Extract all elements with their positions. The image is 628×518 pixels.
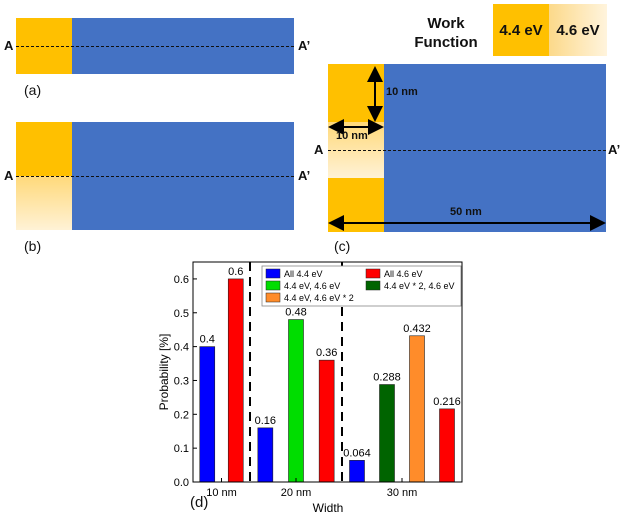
panel-a-cut-line — [16, 46, 294, 47]
bar — [409, 335, 425, 483]
legend-entry: All 4.4 eV — [284, 269, 323, 279]
legend-swatch — [265, 292, 281, 303]
bar — [199, 346, 216, 483]
legend-swatch — [365, 280, 381, 291]
y-tick-label: 0.3 — [174, 375, 189, 387]
y-tick-label: 0.5 — [174, 308, 189, 320]
panel-c-dim-height: 10 nm — [386, 86, 418, 98]
panel-b-label: (b) — [24, 238, 42, 254]
bar — [379, 384, 395, 483]
bar — [257, 427, 274, 483]
y-tick-label: 0.6 — [174, 274, 189, 286]
x-tick-label: 30 nm — [387, 487, 418, 499]
bar — [349, 460, 365, 483]
y-tick-label: 0.4 — [174, 342, 189, 354]
legend-swatch — [265, 268, 281, 279]
x-axis-label: Width — [313, 501, 344, 515]
panel-d-label: (d) — [190, 494, 209, 511]
legend-swatch — [265, 280, 281, 291]
panel-a-label: (a) — [24, 82, 42, 98]
y-axis-label: Probability [%] — [157, 334, 171, 411]
bar-value-label: 0.36 — [316, 347, 337, 359]
panel-c-label: (c) — [334, 238, 351, 254]
panel-c-channel — [384, 64, 606, 232]
work-function-high-label: 4.4 eV — [499, 21, 543, 39]
panel-b-cut-line — [16, 176, 294, 177]
legend-entry: 4.4 eV * 2, 4.6 eV — [384, 281, 455, 291]
work-function-low-label: 4.6 eV — [556, 21, 600, 39]
work-function-title-line2: Function — [414, 34, 478, 51]
bar — [439, 408, 455, 483]
panel-b-marker-right: A’ — [298, 168, 311, 183]
y-tick-label: 0.1 — [174, 443, 189, 455]
panel-c-cut-line — [328, 150, 606, 151]
x-tick-label: 10 nm — [206, 487, 237, 499]
bar-value-label: 0.4 — [200, 334, 215, 346]
legend-entry: All 4.6 eV — [384, 269, 423, 279]
bar-value-label: 0.064 — [343, 447, 371, 459]
legend-entry: 4.4 eV, 4.6 eV — [284, 281, 340, 291]
work-function-high-swatch: 4.4 eV — [493, 4, 549, 56]
panel-a-marker-left: A — [4, 38, 14, 53]
work-function-title-line1: Work — [427, 15, 465, 32]
bar-value-label: 0.16 — [255, 415, 276, 427]
legend-entry: 4.4 eV, 4.6 eV * 2 — [284, 293, 354, 303]
bar-value-label: 0.432 — [403, 323, 431, 335]
bar-value-label: 0.48 — [285, 307, 306, 319]
panel-c-marker-left: A — [314, 142, 324, 157]
y-tick-label: 0.2 — [174, 409, 189, 421]
legend-swatch — [365, 268, 381, 279]
x-tick-label: 20 nm — [281, 487, 312, 499]
bar-value-label: 0.288 — [373, 372, 401, 384]
panel-c-dim-length: 50 nm — [450, 206, 482, 218]
plot-frame — [192, 261, 463, 483]
panel-c-marker-right: A’ — [608, 142, 621, 157]
panel-a-marker-right: A’ — [298, 38, 311, 53]
y-tick-label: 0.0 — [174, 477, 189, 489]
bar-value-label: 0.6 — [228, 266, 243, 278]
work-function-low-swatch: 4.6 eV — [549, 4, 607, 56]
bar-value-label: 0.216 — [433, 396, 461, 408]
panel-b-light-gate — [16, 176, 72, 230]
bar — [288, 319, 304, 483]
bar — [227, 278, 244, 483]
panel-b-gold-gate — [16, 122, 72, 176]
panel-b-marker-left: A — [4, 168, 14, 183]
work-function-title: Work Function — [405, 14, 487, 52]
bar — [318, 359, 335, 483]
legend-box — [261, 265, 462, 307]
panel-c-dim-width: 10 nm — [336, 130, 368, 142]
